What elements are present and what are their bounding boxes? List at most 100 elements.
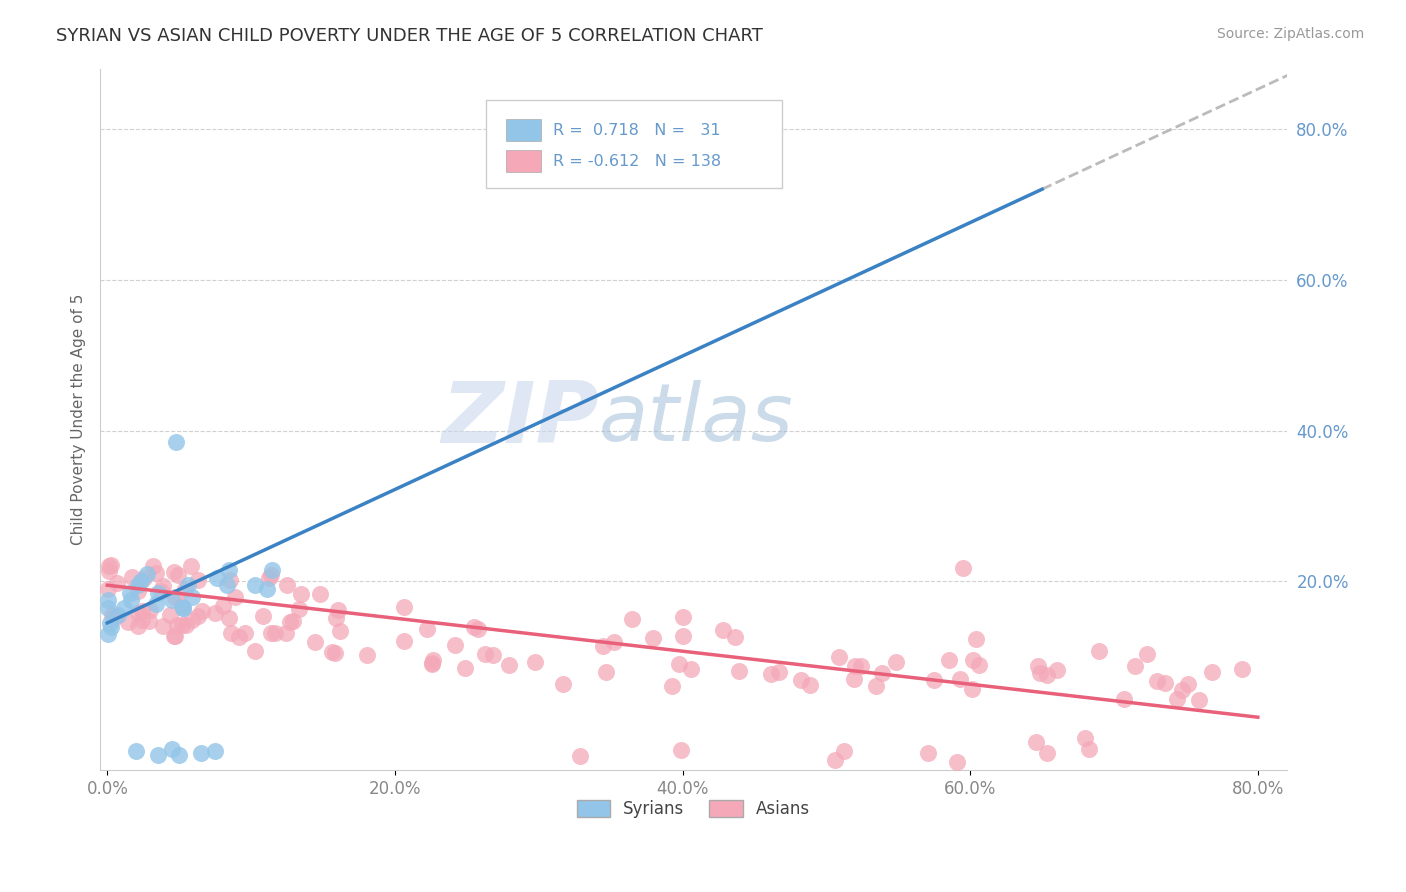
Point [865,679,887,693]
Point [218,563,240,577]
Point [159,607,181,622]
Y-axis label: Child Poverty Under the Age of 5: Child Poverty Under the Age of 5 [72,293,86,545]
Point [1036,668,1059,682]
Point [262,563,284,577]
Point [952,561,974,575]
Point [768,665,790,679]
Point [252,609,274,624]
Text: R = -0.612   N = 138: R = -0.612 N = 138 [554,153,721,169]
Point [263,625,285,640]
Point [1166,692,1188,706]
Point [967,658,990,673]
Point [167,747,190,762]
FancyBboxPatch shape [485,100,782,188]
Point [190,747,212,761]
Point [325,610,347,624]
Point [120,586,142,600]
Point [219,625,242,640]
Point [416,622,439,636]
Point [162,629,184,643]
Point [139,603,162,617]
Point [104,609,127,624]
Point [321,645,343,659]
Point [204,606,226,620]
Point [257,571,280,585]
Point [551,677,574,691]
Point [290,587,312,601]
Point [1077,741,1099,756]
Point [129,574,152,589]
Point [568,749,591,764]
Point [180,558,202,573]
Point [851,658,873,673]
Point [173,582,195,596]
Point [884,655,907,669]
Point [160,742,183,756]
Point [127,619,149,633]
Point [219,573,242,587]
Point [177,578,200,592]
Point [711,623,734,637]
Point [759,667,782,681]
Point [824,753,846,767]
Point [146,747,169,762]
Point [917,746,939,760]
Point [1230,662,1253,676]
Point [172,600,194,615]
FancyBboxPatch shape [506,150,541,172]
Point [224,590,246,604]
Point [1201,665,1223,679]
Point [145,597,167,611]
Point [191,604,214,618]
Point [120,593,142,607]
Point [1046,663,1069,677]
Point [160,593,183,607]
Point [145,566,167,580]
Point [672,629,695,643]
Point [828,650,851,665]
Point [215,578,238,592]
Point [181,613,204,627]
Point [276,578,298,592]
Point [131,613,153,627]
Point [443,638,465,652]
Point [100,620,122,634]
Point [187,573,209,587]
Point [454,661,477,675]
Point [187,609,209,624]
Point [127,606,149,620]
Point [870,665,893,680]
Point [641,631,664,645]
Point [149,583,172,598]
Text: Source: ZipAtlas.com: Source: ZipAtlas.com [1216,27,1364,41]
Point [661,679,683,693]
Point [1036,746,1059,760]
Point [844,659,866,673]
Point [1029,665,1052,680]
Point [965,632,987,646]
Point [326,603,349,617]
Point [672,610,695,624]
Point [602,635,624,649]
Point [288,602,311,616]
Point [245,644,267,658]
Point [679,662,702,676]
Text: R =  0.718   N =   31: R = 0.718 N = 31 [554,123,721,137]
Point [107,608,129,623]
Point [844,673,866,687]
Point [181,590,204,604]
Point [163,629,186,643]
Point [204,744,226,758]
Point [218,611,240,625]
Point [1188,693,1211,707]
Point [142,559,165,574]
Point [392,634,415,648]
Point [256,582,278,596]
Point [100,558,122,573]
FancyBboxPatch shape [506,119,541,142]
Point [1170,682,1192,697]
Point [422,653,444,667]
Point [834,744,856,758]
Point [392,599,415,614]
Point [799,678,821,692]
